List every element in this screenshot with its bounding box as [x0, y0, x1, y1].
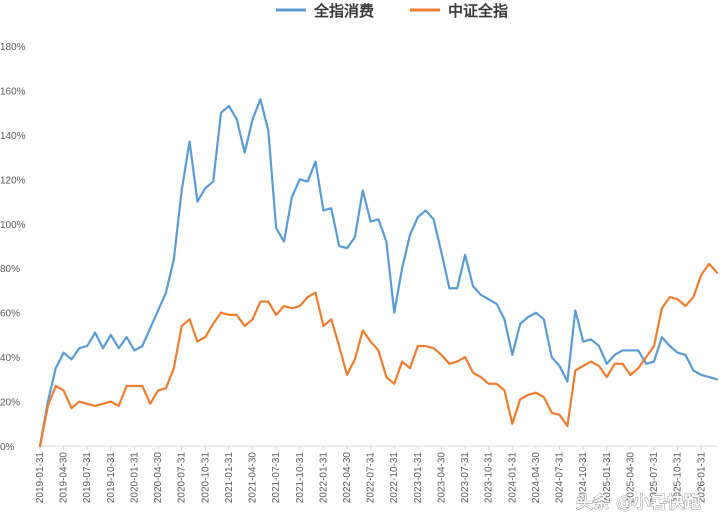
x-tick-label: 2025-07-31 [649, 452, 660, 504]
y-tick-label: 0% [0, 442, 15, 453]
series-line-0 [38, 98, 719, 448]
y-tick-label: 20% [0, 398, 20, 409]
x-tick-label: 2024-07-31 [555, 452, 566, 504]
x-tick-label: 2023-01-31 [413, 452, 424, 504]
x-tick-label: 2020-10-31 [200, 452, 211, 504]
x-tick-label: 2026-01-31 [696, 452, 707, 504]
x-tick-label: 2019-10-31 [106, 452, 117, 504]
legend-label-consumer: 全指消费 [313, 2, 374, 20]
x-tick-label: 2021-10-31 [295, 452, 306, 504]
legend-label-csi-all: 中证全指 [448, 2, 508, 20]
y-tick-label: 60% [0, 309, 20, 320]
x-tick-label: 2024-10-31 [578, 452, 589, 504]
y-tick-label: 40% [0, 353, 20, 364]
x-tick-label: 2025-10-31 [673, 452, 684, 504]
y-tick-label: 160% [0, 86, 26, 97]
y-axis: 0% 20% 40% 60% 80% 100% 120% 140% 160% 180% [0, 42, 26, 453]
x-tick-label: 2023-07-31 [460, 452, 471, 504]
x-tick-label: 2020-04-30 [153, 452, 164, 504]
y-tick-label: 120% [0, 175, 26, 186]
series-layer [38, 98, 719, 448]
y-tick-label: 100% [0, 220, 26, 231]
watermark-text: 头条 @小暑快跑 [576, 492, 701, 513]
x-tick-label: 2022-07-31 [366, 452, 377, 504]
x-tick-label: 2022-10-31 [389, 452, 400, 504]
y-tick-label: 140% [0, 131, 26, 142]
y-tick-label: 180% [0, 42, 26, 53]
x-tick-label: 2022-04-30 [342, 452, 353, 504]
x-tick-label: 2023-04-30 [436, 452, 447, 504]
x-axis: 2019-01-31 2019-04-30 2019-07-31 2019-10-31… [35, 445, 717, 504]
x-tick-label: 2019-04-30 [59, 452, 70, 504]
series-line-1 [38, 262, 719, 448]
x-tick-label: 2019-01-31 [35, 452, 46, 504]
x-tick-label: 2022-01-31 [318, 452, 329, 504]
x-tick-label: 2019-07-31 [82, 452, 93, 504]
x-tick-label: 2021-07-31 [271, 452, 282, 504]
x-tick-label: 2021-01-31 [224, 452, 235, 504]
x-tick-label: 2024-01-31 [507, 452, 518, 504]
y-tick-label: 80% [0, 264, 20, 275]
x-tick-label: 2025-01-31 [602, 452, 613, 504]
x-tick-label: 2025-04-30 [625, 452, 636, 504]
x-tick-label: 2020-07-31 [177, 452, 188, 504]
x-tick-label: 2021-04-30 [248, 452, 259, 504]
x-tick-label: 2023-10-31 [484, 452, 495, 504]
x-tick-label: 2020-01-31 [129, 452, 140, 504]
chart-legend: 全指消费 中证全指 [276, 2, 508, 20]
x-tick-label: 2024-04-30 [531, 452, 542, 504]
